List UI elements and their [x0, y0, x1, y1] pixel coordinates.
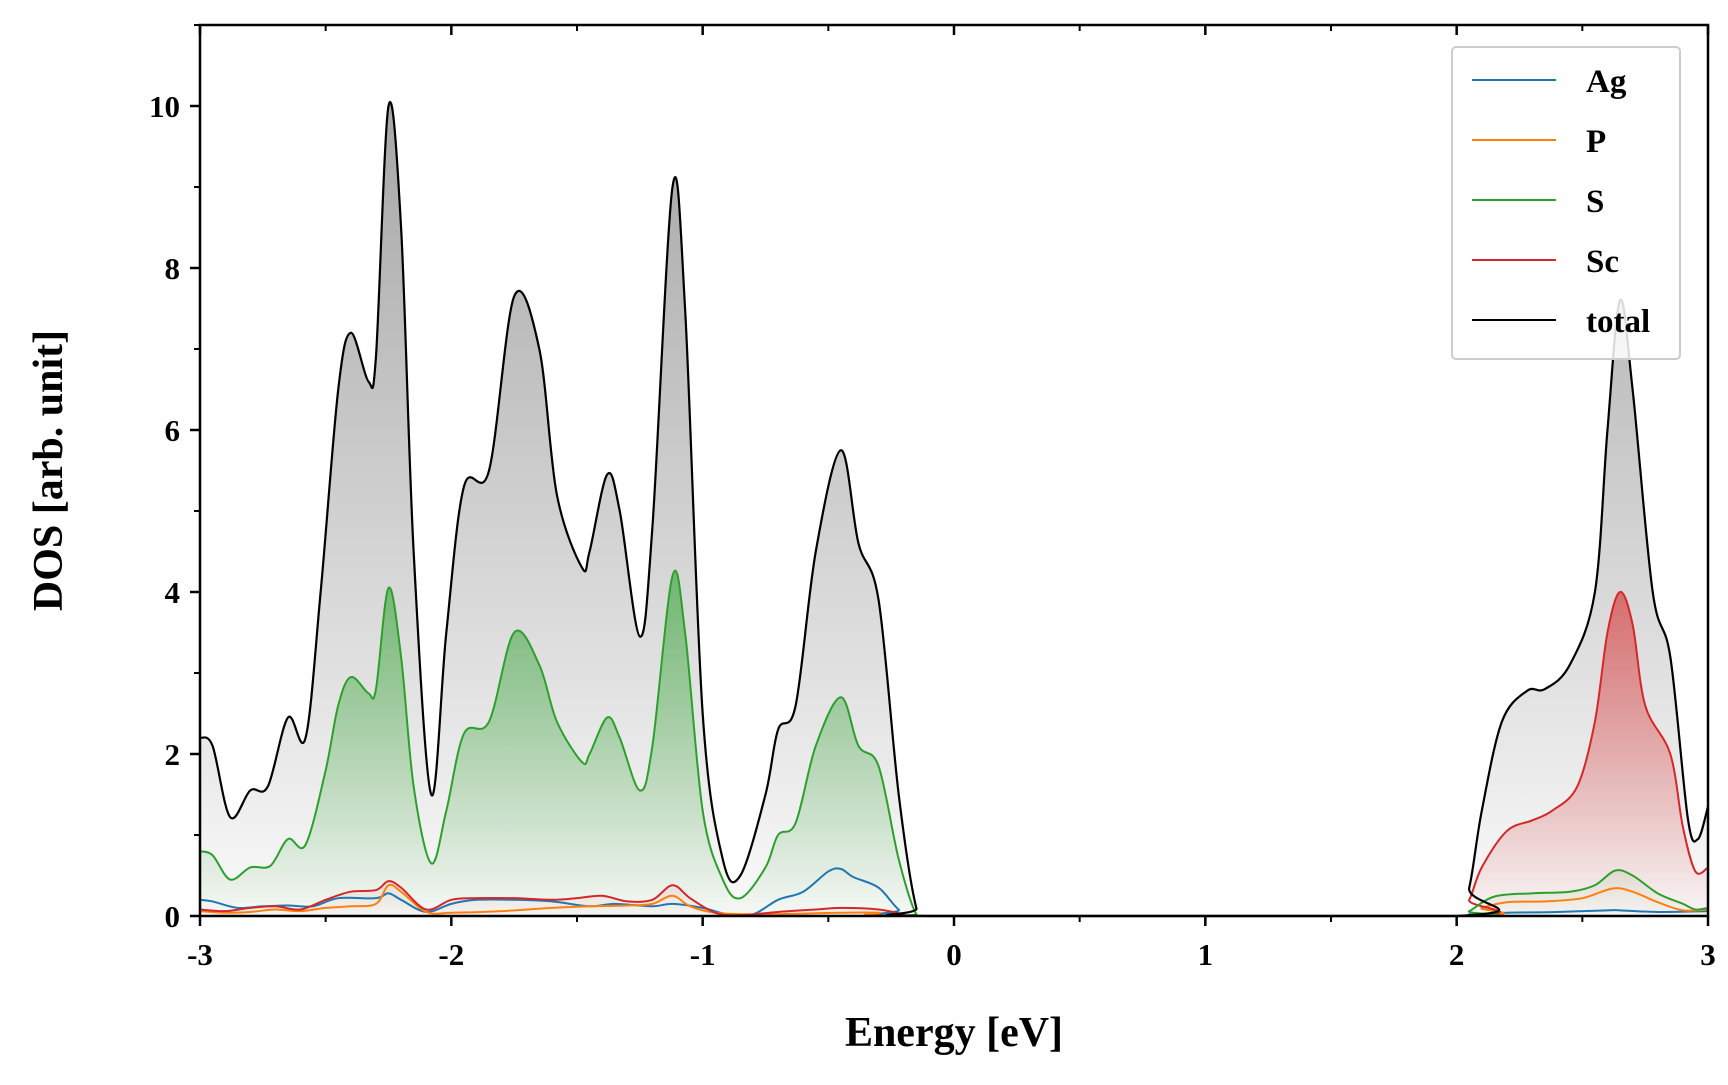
y-tick-label: 0: [165, 899, 181, 934]
legend-label-ag: Ag: [1586, 64, 1627, 100]
series-lines: [199, 101, 1710, 918]
y-tick-label: 10: [149, 89, 180, 124]
series-line-total: [199, 101, 1710, 918]
x-tick-label: 1: [1198, 937, 1214, 972]
legend-box: [1451, 46, 1681, 360]
x-tick-label: 0: [946, 937, 962, 972]
x-tick-label: 3: [1700, 937, 1716, 972]
area-fills: [200, 101, 1708, 917]
x-tick-label: -1: [690, 937, 716, 972]
legend-label-s: S: [1586, 184, 1604, 220]
y-tick-label: 4: [165, 575, 181, 610]
y-tick-label: 2: [165, 737, 181, 772]
series-line-s: [199, 569, 1709, 918]
x-tick-label: 2: [1449, 937, 1465, 972]
y-tick-label: 8: [165, 251, 181, 286]
series-line-sc: [199, 591, 1709, 918]
axes: -3 -2 -1 0 1 2 3 0 2 4 6 8 10 Energy [eV] DOS [arb. un…: [26, 23, 1716, 1056]
fill-sc: [200, 591, 1708, 916]
x-axis-title: Energy [eV]: [845, 1010, 1063, 1056]
fill-total: [200, 101, 1708, 917]
y-tick-label: 6: [165, 413, 181, 448]
legend-label-sc: Sc: [1586, 244, 1619, 280]
legend: Ag PS Sc total: [1451, 46, 1681, 360]
fill-s: [200, 570, 1708, 916]
x-tick-label: -3: [187, 937, 213, 972]
series-line-p: [199, 883, 1709, 918]
x-tick-label: -2: [438, 937, 464, 972]
legend-label-p: P: [1586, 124, 1606, 160]
legend-label-total: total: [1586, 304, 1650, 340]
y-axis-title: DOS [arb. unit]: [26, 330, 72, 611]
